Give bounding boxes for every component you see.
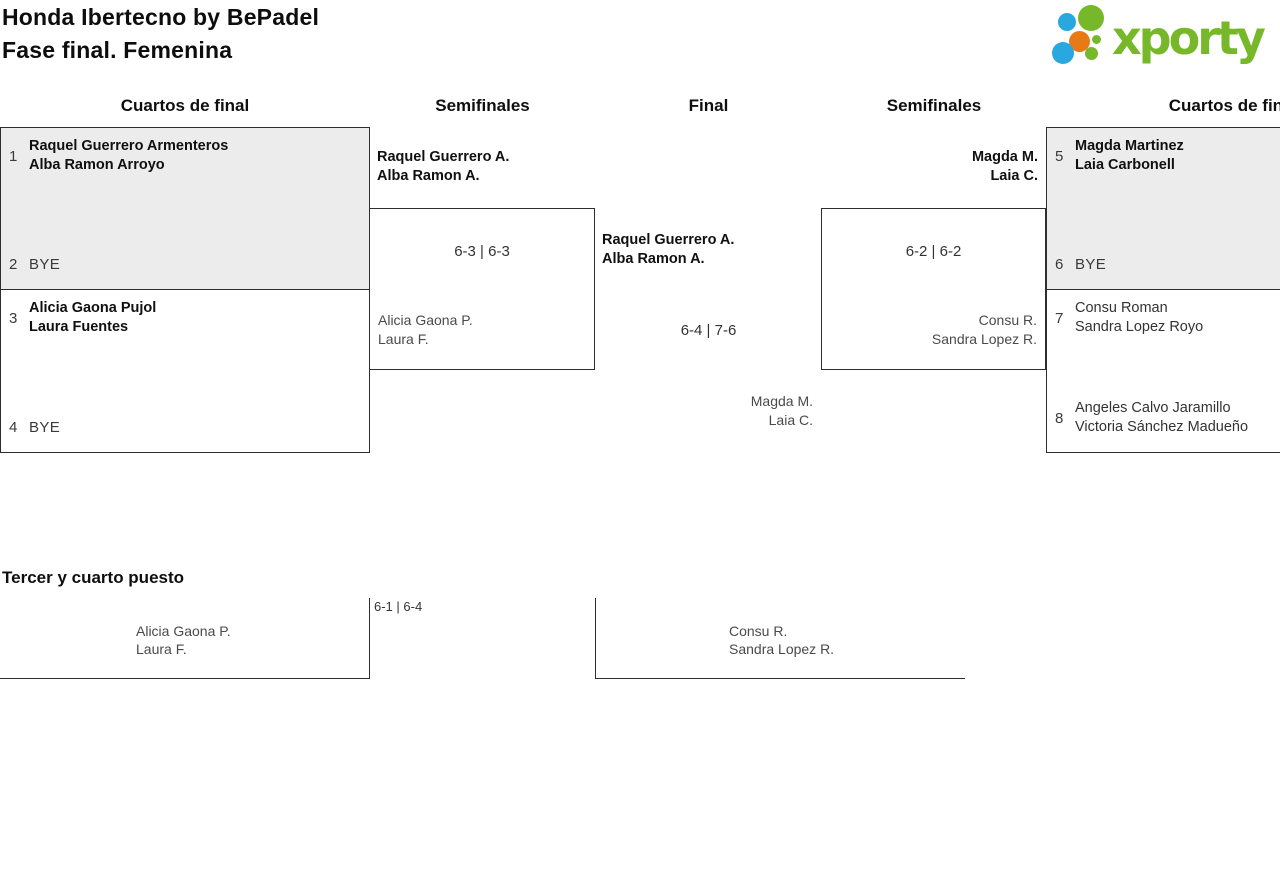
tournament-name: Honda Ibertecno by BePadel: [2, 4, 320, 30]
final-score: 6-4 | 7-6: [680, 322, 737, 339]
qf-match-3-box: 5 Magda Martinez Laia Carbonell 6 BYE: [1046, 127, 1280, 290]
player-2: Laia Carbonell: [1075, 157, 1175, 173]
player-2: Sandra Lopez Royo: [1075, 319, 1204, 335]
team-names: Alicia Gaona Pujol Laura Fuentes: [29, 299, 156, 337]
sf-right-winner-team: Magda M. Laia C.: [822, 148, 1038, 186]
qf4-team-b: 8 Angeles Calvo Jaramillo Victoria Sánch…: [1055, 399, 1248, 437]
player-2: Victoria Sánchez Madueño: [1075, 419, 1249, 435]
player-2: Laia C.: [990, 168, 1038, 184]
qf3-team-b: 6 BYE: [1055, 255, 1106, 274]
qf4-team-a: 7 Consu Roman Sandra Lopez Royo: [1055, 299, 1203, 337]
logo-dot-green-tiny-icon: [1092, 35, 1101, 44]
logo-wordmark: xporty: [1112, 11, 1266, 65]
phase-subtitle: Fase final. Femenina: [2, 37, 233, 63]
logo-dot-blue-large-icon: [1052, 42, 1074, 64]
third-place-score: 6-1 | 6-4: [374, 599, 423, 614]
player-2: Alba Ramon Arroyo: [29, 157, 165, 173]
final-winner-team: Raquel Guerrero A. Alba Ramon A.: [602, 231, 734, 269]
seed-number: 3: [9, 309, 18, 327]
seed-number: 7: [1055, 309, 1064, 327]
team-names: Consu Roman Sandra Lopez Royo: [1075, 299, 1203, 337]
seed-number: 5: [1055, 147, 1064, 165]
sf-left-winner-team: Raquel Guerrero A. Alba Ramon A.: [377, 148, 509, 186]
player-2: Laura F.: [378, 331, 429, 347]
player-1: Alicia Gaona P.: [378, 312, 473, 328]
player-1: Alicia Gaona P.: [136, 623, 231, 639]
round-header-quarterfinals-right: Cuartos de final: [1168, 96, 1280, 115]
qf3-team-a: 5 Magda Martinez Laia Carbonell: [1055, 137, 1184, 175]
sf-left-loser-team: Alicia Gaona P. Laura F.: [378, 311, 473, 349]
player-1: Magda M.: [750, 393, 813, 409]
qf-match-4-box: 7 Consu Roman Sandra Lopez Royo 8 Angele…: [1046, 289, 1280, 453]
qf-match-2-box: 3 Alicia Gaona Pujol Laura Fuentes 4 BYE: [0, 289, 370, 453]
team-names: Raquel Guerrero Armenteros Alba Ramon Ar…: [29, 137, 228, 175]
sf-right-loser-team: Consu R. Sandra Lopez R.: [932, 311, 1037, 349]
seed-number: 8: [1055, 409, 1064, 427]
final-runner-up-team: Magda M. Laia C.: [595, 392, 813, 430]
team-names: BYE: [29, 418, 60, 437]
seed-number: 1: [9, 147, 18, 165]
player-2: Sandra Lopez R.: [729, 641, 835, 657]
player-2: Laura Fuentes: [29, 319, 129, 335]
player-2: Sandra Lopez R.: [931, 331, 1037, 347]
player-1: Consu R.: [729, 623, 788, 639]
round-header-semifinals-left: Semifinales: [435, 96, 530, 115]
team-names: BYE: [1075, 255, 1106, 274]
sf-right-score: 6-2 | 6-2: [905, 243, 962, 260]
page-title: Honda Ibertecno by BePadel Fase final. F…: [2, 1, 319, 67]
bye-label: BYE: [1075, 256, 1107, 273]
sf-left-match-box: 6-3 | 6-3 Alicia Gaona P. Laura F.: [369, 208, 595, 370]
player-1: Alicia Gaona Pujol: [29, 300, 157, 316]
xporty-logo[interactable]: xporty: [1050, 2, 1278, 68]
bye-label: BYE: [29, 419, 61, 436]
logo-dot-orange-icon: [1069, 31, 1090, 52]
team-names: BYE: [29, 255, 60, 274]
team-names: Angeles Calvo Jaramillo Victoria Sánchez…: [1075, 399, 1248, 437]
round-header-semifinals-right: Semifinales: [886, 96, 982, 115]
player-2: Alba Ramon A.: [602, 251, 705, 267]
third-place-team-right: Consu R. Sandra Lopez R.: [729, 622, 834, 658]
logo-dot-green-small-icon: [1085, 47, 1098, 60]
player-1: Magda M.: [971, 149, 1038, 165]
sf-left-score: 6-3 | 6-3: [454, 243, 510, 260]
player-1: Raquel Guerrero Armenteros: [29, 138, 229, 154]
player-1: Raquel Guerrero A.: [377, 149, 510, 165]
player-2: Laura F.: [136, 641, 187, 657]
player-1: Consu Roman: [1075, 300, 1168, 316]
player-1: Raquel Guerrero A.: [602, 232, 735, 248]
player-1: Magda Martinez: [1075, 138, 1184, 154]
third-place-heading: Tercer y cuarto puesto: [2, 568, 185, 587]
third-place-team-left: Alicia Gaona P. Laura F.: [136, 622, 231, 658]
qf2-team-b: 4 BYE: [9, 418, 60, 437]
seed-number: 4: [9, 419, 18, 436]
logo-dot-green-large-icon: [1078, 5, 1104, 31]
player-1: Consu R.: [978, 312, 1037, 328]
third-place-left-box: Alicia Gaona P. Laura F.: [0, 598, 370, 679]
seed-number: 6: [1055, 256, 1064, 273]
player-2: Laia C.: [768, 412, 813, 428]
team-names: Magda Martinez Laia Carbonell: [1075, 137, 1184, 175]
player-1: Angeles Calvo Jaramillo: [1075, 400, 1231, 416]
qf2-team-a: 3 Alicia Gaona Pujol Laura Fuentes: [9, 299, 156, 337]
qf1-team-a: 1 Raquel Guerrero Armenteros Alba Ramon …: [9, 137, 228, 175]
qf1-team-b: 2 BYE: [9, 255, 60, 274]
bye-label: BYE: [29, 256, 61, 273]
round-header-quarterfinals-left: Cuartos de final: [120, 96, 250, 115]
qf-match-1-box: 1 Raquel Guerrero Armenteros Alba Ramon …: [0, 127, 370, 290]
round-header-final: Final: [688, 96, 729, 115]
third-place-right-box: Consu R. Sandra Lopez R.: [595, 598, 965, 679]
player-2: Alba Ramon A.: [377, 168, 480, 184]
sf-right-match-box: 6-2 | 6-2 Consu R. Sandra Lopez R.: [821, 208, 1046, 370]
seed-number: 2: [9, 256, 18, 273]
logo-dot-blue-small-icon: [1058, 13, 1076, 31]
